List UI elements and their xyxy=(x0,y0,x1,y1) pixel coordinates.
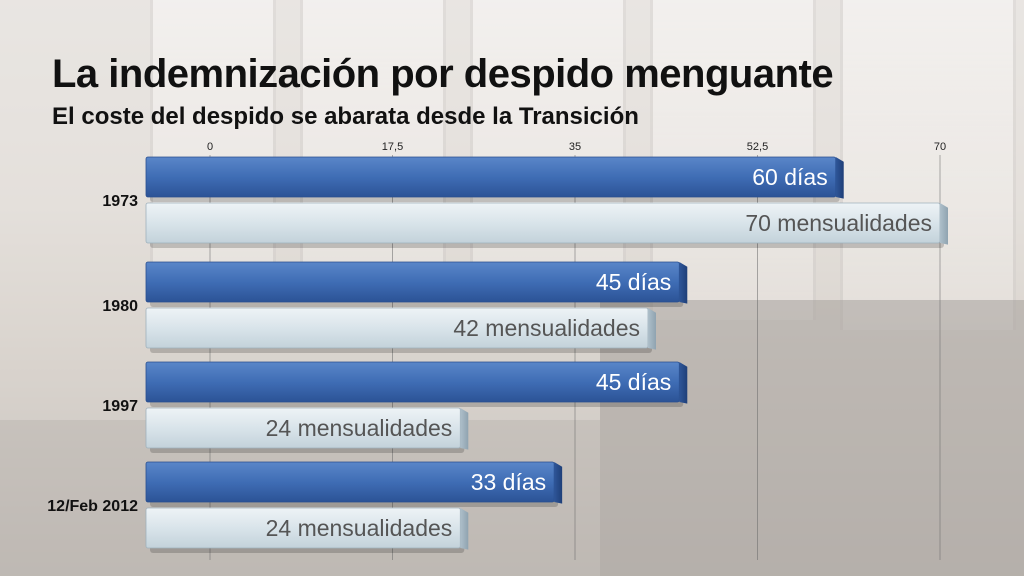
category-label: 1973 xyxy=(102,193,138,210)
bars: 60 días 70 mensualidades 45 días 42 mensual… xyxy=(145,156,948,553)
category-label: 12/Feb 2012 xyxy=(47,498,138,515)
bar-dias: 45 días xyxy=(145,361,688,407)
bar-face xyxy=(145,461,555,503)
chart-subtitle: El coste del despido se abarata desde la… xyxy=(52,103,639,130)
bar-dias: 45 días xyxy=(145,261,688,307)
category-label: 1997 xyxy=(102,398,138,415)
bar-end-cap xyxy=(460,508,469,550)
bar-value-label: 45 días xyxy=(596,369,671,395)
bar-end-cap xyxy=(460,408,469,450)
bar-dias: 60 días xyxy=(145,156,844,202)
x-tick-label: 35 xyxy=(569,141,581,153)
bar-value-label: 24 mensualidades xyxy=(266,415,453,441)
bar-value-label: 70 mensualidades xyxy=(745,210,932,236)
x-tick-label: 70 xyxy=(934,141,946,153)
bar-end-cap xyxy=(835,157,844,199)
x-tick-label: 0 xyxy=(207,141,213,153)
bar-mensualidades: 24 mensualidades xyxy=(145,407,469,453)
x-axis-ticks: 0 17,5 35 52,5 70 xyxy=(207,141,946,153)
bar-value-label: 24 mensualidades xyxy=(266,515,453,541)
bar-value-label: 42 mensualidades xyxy=(453,315,640,341)
bar-end-cap xyxy=(940,203,948,245)
bar-end-cap xyxy=(648,308,656,350)
bar-dias: 33 días xyxy=(145,461,563,507)
x-tick-label: 17,5 xyxy=(382,141,403,153)
bar-value-label: 60 días xyxy=(752,164,827,190)
bar-end-cap xyxy=(679,262,688,304)
bar-value-label: 33 días xyxy=(471,469,546,495)
chart-title: La indemnización por despido menguante xyxy=(52,52,834,96)
bar-face xyxy=(145,156,837,198)
x-tick-label: 52,5 xyxy=(747,141,768,153)
bar-value-label: 45 días xyxy=(596,269,671,295)
bar-mensualidades: 24 mensualidades xyxy=(145,507,469,553)
category-labels: 1973 1980 1997 12/Feb 2012 xyxy=(47,193,138,515)
bar-end-cap xyxy=(679,362,688,404)
category-label: 1980 xyxy=(102,298,138,315)
bar-mensualidades: 70 mensualidades xyxy=(145,202,948,248)
bar-end-cap xyxy=(554,462,563,504)
bar-mensualidades: 42 mensualidades xyxy=(145,307,656,353)
